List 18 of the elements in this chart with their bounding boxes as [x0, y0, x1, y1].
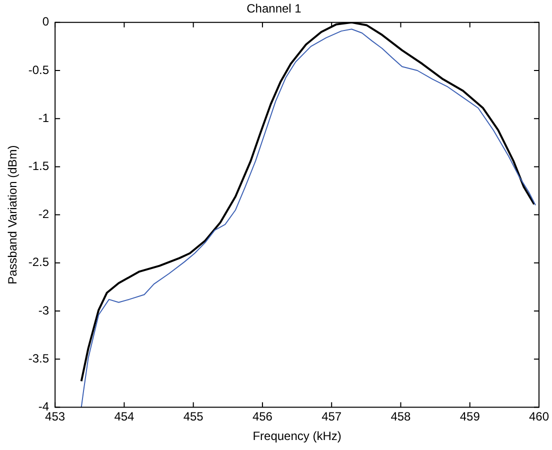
y-axis-title: Passband Variation (dBm): [6, 145, 20, 284]
x-tick-label: 455: [183, 410, 204, 424]
x-tick-label: 456: [252, 410, 273, 424]
x-tick-label: 454: [114, 410, 135, 424]
y-tick-label: -2: [38, 207, 50, 222]
y-tick-label: -1: [38, 110, 50, 125]
y-tick-label: -3.5: [28, 351, 50, 366]
x-tick-label: 457: [322, 410, 342, 424]
y-tick-label: -1.5: [28, 159, 50, 174]
y-tick-label: -2.5: [28, 255, 50, 270]
y-tick-label: 0: [42, 14, 50, 29]
x-axis-title: Frequency (kHz): [252, 429, 342, 444]
x-tick-label: 459: [460, 410, 480, 424]
x-tick-label: 458: [390, 410, 412, 424]
chart-title: Channel 1: [246, 2, 302, 16]
y-tick-label: -3: [38, 303, 50, 318]
x-tick-label: 460: [528, 410, 550, 424]
y-tick-label: -0.5: [28, 62, 50, 77]
